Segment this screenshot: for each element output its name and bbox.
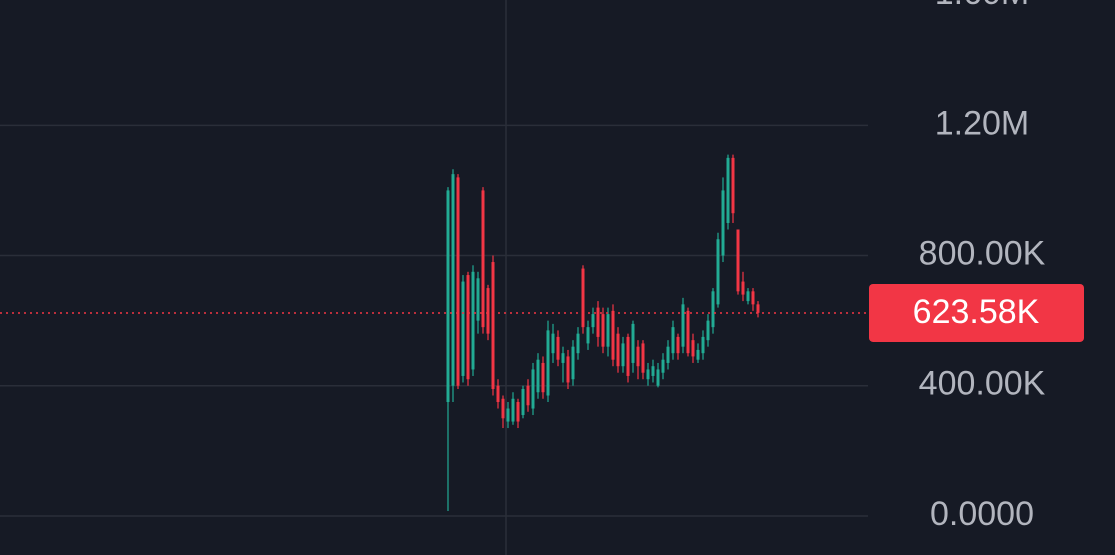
candle-body: [566, 356, 570, 383]
candle-body: [631, 323, 635, 363]
candle-body: [671, 327, 675, 354]
candle-body: [676, 336, 680, 354]
candle-body: [546, 330, 550, 396]
candle-body: [661, 359, 665, 373]
candle-body: [561, 353, 565, 363]
candle-body: [606, 314, 610, 347]
candle-body: [536, 359, 540, 393]
candle-body: [641, 343, 645, 373]
candle-body: [651, 366, 655, 376]
candle-body: [526, 385, 530, 406]
candle-body: [556, 336, 560, 360]
y-tick-label: 800.00K: [919, 235, 1046, 273]
candle-body: [621, 343, 625, 367]
y-tick-label: 400.00K: [919, 365, 1046, 403]
candle-body: [506, 408, 510, 422]
candle-body: [726, 157, 730, 223]
candle-body: [521, 388, 525, 416]
candle-body: [731, 157, 735, 214]
candle-body: [696, 349, 700, 360]
candle-body: [486, 288, 490, 334]
candle-body: [616, 333, 620, 367]
candle-body: [451, 174, 455, 386]
candle-body: [681, 304, 685, 347]
candle-body: [551, 333, 555, 354]
candle-body: [461, 281, 465, 376]
candle-body: [721, 190, 725, 256]
candle-body: [706, 320, 710, 341]
last-price-label: 623.58K: [913, 293, 1040, 331]
candle-body: [746, 291, 750, 302]
candle-body: [646, 369, 650, 380]
candle-body: [476, 278, 480, 321]
candle-body: [701, 336, 705, 354]
candle-body: [581, 268, 585, 328]
candle-body: [576, 333, 580, 354]
candle-body: [686, 310, 690, 354]
candle-body: [626, 336, 630, 376]
y-tick-label: 0.0000: [930, 495, 1034, 533]
candle-body: [736, 229, 740, 292]
candle-body: [481, 190, 485, 328]
candle-body: [586, 327, 590, 344]
candle-body: [636, 346, 640, 367]
candle-body: [596, 307, 600, 337]
candle-body: [741, 281, 745, 295]
candle-body: [601, 314, 605, 347]
candle-body: [691, 340, 695, 357]
last-price-box: [869, 283, 1084, 342]
candle-body: [716, 239, 720, 305]
candle-body: [466, 275, 470, 380]
candle-body: [751, 291, 755, 305]
candle-body: [471, 271, 475, 370]
candle-body: [491, 262, 495, 389]
candle-body: [511, 398, 515, 422]
candle-body: [571, 346, 575, 380]
candle-body: [446, 190, 450, 403]
candle-body: [496, 385, 500, 403]
y-tick-label: 1.60M: [935, 0, 1030, 12]
candle-body: [501, 398, 505, 419]
candle-body: [666, 346, 670, 363]
candle-body: [531, 369, 535, 409]
candle-body: [711, 291, 715, 328]
candle-body: [591, 314, 595, 328]
candle-body: [456, 177, 460, 386]
candle-body: [516, 402, 520, 422]
y-tick-label: 1.20M: [935, 104, 1030, 142]
candle-body: [656, 369, 660, 386]
candle-body: [756, 304, 760, 313]
candle-body: [541, 362, 545, 393]
candle-body: [611, 310, 615, 360]
